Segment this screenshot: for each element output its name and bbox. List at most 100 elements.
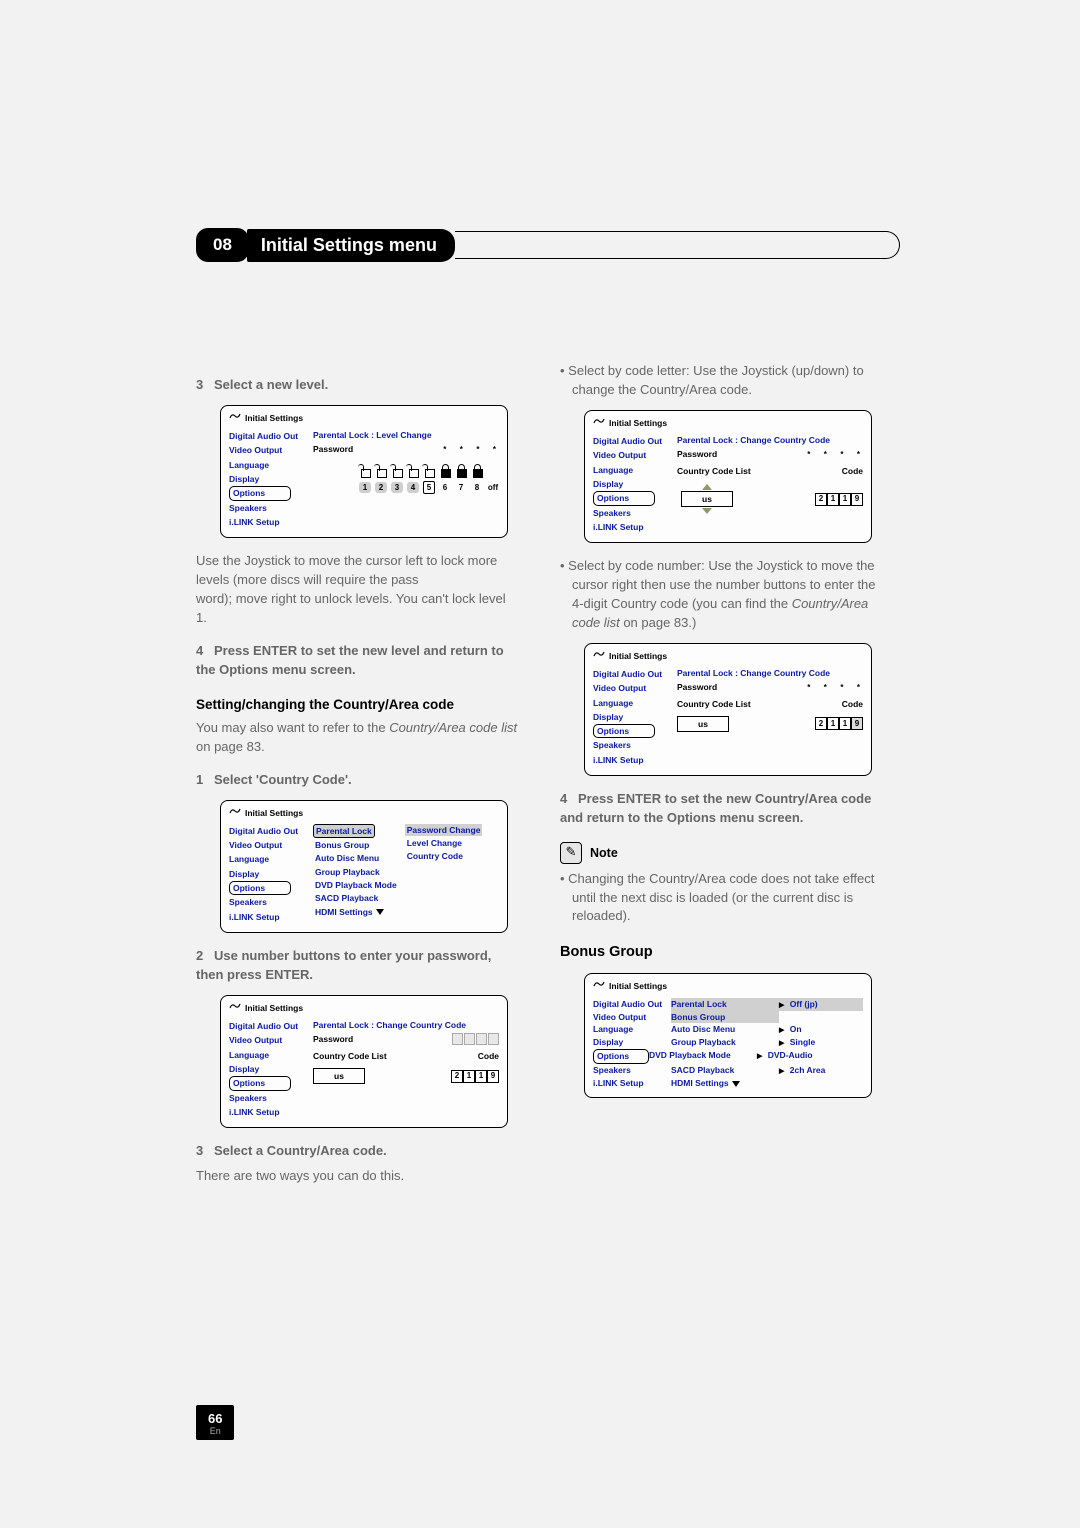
sidebar-item: Speakers	[229, 1091, 307, 1105]
sidebar-item: Display	[229, 867, 307, 881]
code-digit: 1	[827, 717, 839, 730]
code-digits: 2119	[451, 1070, 499, 1083]
panel-title-text: Initial Settings	[245, 1002, 303, 1014]
lock-closed-icon	[471, 464, 483, 478]
panel-select-by-letter: Initial Settings Digital Audio OutVideo …	[584, 410, 872, 544]
sidebar-item: Speakers	[593, 506, 671, 520]
level-number: 2	[375, 482, 387, 494]
chapter-number-badge: 08	[196, 228, 249, 262]
sidebar-item: Options	[593, 724, 655, 738]
chapter-title: Initial Settings menu	[247, 229, 455, 262]
step-4: 4Press ENTER to set the new level and re…	[196, 642, 520, 680]
lock-open-icon	[423, 464, 435, 478]
code-heading: Code	[478, 1050, 499, 1062]
level-number: 8	[471, 482, 483, 494]
page-number-badge: 66 En	[196, 1405, 234, 1440]
header-rule	[455, 231, 900, 259]
sidebar-item: Digital Audio Out	[593, 667, 671, 681]
step-cc-1: 1Select 'Country Code'.	[196, 771, 520, 790]
bullet-item: Select by code letter: Use the Joystick …	[560, 362, 884, 400]
step-cc-2: 2Use number buttons to enter your passwo…	[196, 947, 520, 985]
arrow-down-icon	[702, 508, 712, 514]
settings-icon	[229, 808, 241, 818]
panel-password-entry: Initial Settings Digital Audio OutVideo …	[220, 995, 508, 1129]
bonus-menu-rows: Digital Audio OutParental Lock▶ Off (jp)…	[593, 998, 863, 1090]
up-down-arrows: us	[677, 483, 737, 515]
panel-sidebar: Digital Audio OutVideo OutputLanguageDis…	[593, 434, 671, 534]
settings-icon	[593, 651, 605, 661]
code-digit: 9	[851, 717, 863, 730]
panel-select-by-number: Initial Settings Digital Audio OutVideo …	[584, 643, 872, 777]
step-cc-3: 3Select a Country/Area code.	[196, 1142, 520, 1161]
code-digit: 1	[475, 1070, 487, 1083]
code-heading: Code	[842, 698, 863, 710]
password-label: Password	[313, 443, 353, 455]
pencil-icon: ✎	[560, 842, 582, 864]
sidebar-item: Display	[229, 472, 307, 486]
lock-open-icon	[407, 464, 419, 478]
settings-icon	[593, 418, 605, 428]
settings-icon	[229, 1003, 241, 1013]
step-4-right: 4Press ENTER to set the new Country/Area…	[560, 790, 884, 828]
sidebar-item: Digital Audio Out	[229, 824, 307, 838]
arrow-up-icon	[702, 484, 712, 490]
level-number: 3	[391, 482, 403, 494]
sidebar-item: i.LINK Setup	[593, 753, 671, 767]
level-number: off	[487, 482, 499, 494]
sidebar-item: Video Output	[593, 448, 671, 462]
sidebar-item: Digital Audio Out	[229, 1019, 307, 1033]
panel-country-code-menu: Initial Settings Digital Audio OutVideo …	[220, 800, 508, 934]
body-text: There are two ways you can do this.	[196, 1167, 520, 1186]
section-heading-country: Setting/changing the Country/Area code	[196, 695, 520, 715]
settings-icon	[593, 981, 605, 991]
code-digit: 1	[839, 493, 851, 506]
panel-title-text: Initial Settings	[609, 417, 667, 429]
password-label: Password	[677, 448, 717, 460]
bullet-item: Select by code number: Use the Joystick …	[560, 557, 884, 632]
chapter-header: 08 Initial Settings menu	[196, 228, 900, 262]
panel-subtitle: Parental Lock : Change Country Code	[677, 667, 863, 679]
code-digit: 9	[851, 493, 863, 506]
sidebar-item: i.LINK Setup	[229, 1105, 307, 1119]
sidebar-item: Video Output	[229, 1033, 307, 1047]
country-code-button: us	[313, 1068, 365, 1084]
sidebar-item: Options	[229, 1076, 291, 1090]
level-number: 4	[407, 482, 419, 494]
sidebar-item: Options	[229, 486, 291, 500]
lock-open-icon	[391, 464, 403, 478]
panel-subtitle: Parental Lock : Change Country Code	[313, 1019, 499, 1031]
panel-title-text: Initial Settings	[245, 807, 303, 819]
sidebar-item: Speakers	[593, 738, 671, 752]
body-text: Use the Joystick to move the cursor left…	[196, 552, 520, 627]
code-heading: Code	[842, 465, 863, 477]
sidebar-item: i.LINK Setup	[229, 910, 307, 924]
password-dots: * * * *	[443, 444, 499, 456]
code-digits: 2119	[815, 717, 863, 730]
options-submenu: Parental LockBonus GroupAuto Disc MenuGr…	[313, 824, 399, 924]
lock-open-icon	[375, 464, 387, 478]
step-3: 3Select a new level.	[196, 376, 520, 395]
password-dots: * * * *	[807, 449, 863, 461]
password-dots: * * * *	[807, 682, 863, 694]
sidebar-item: Digital Audio Out	[229, 429, 307, 443]
password-label: Password	[677, 681, 717, 693]
sidebar-item: Language	[593, 463, 671, 477]
country-list-heading: Country Code List	[313, 1050, 387, 1062]
right-column: Select by code letter: Use the Joystick …	[560, 362, 884, 1192]
sidebar-item: Display	[593, 710, 671, 724]
sidebar-item: Video Output	[229, 443, 307, 457]
level-number: 6	[439, 482, 451, 494]
lock-closed-icon	[455, 464, 467, 478]
section-heading-bonus: Bonus Group	[560, 942, 884, 963]
code-digit: 1	[827, 493, 839, 506]
panel-sidebar: Digital Audio OutVideo OutputLanguageDis…	[593, 667, 671, 767]
level-number: 5	[423, 481, 435, 495]
country-list-heading: Country Code List	[677, 698, 751, 710]
sidebar-item: i.LINK Setup	[593, 520, 671, 534]
left-column: 3Select a new level. Initial Settings Di…	[196, 362, 520, 1192]
sidebar-item: Speakers	[229, 501, 307, 515]
panel-level-change: Initial Settings Digital Audio OutVideo …	[220, 405, 508, 539]
sidebar-item: Speakers	[229, 895, 307, 909]
panel-title-text: Initial Settings	[609, 980, 667, 992]
panel-title-text: Initial Settings	[245, 412, 303, 424]
